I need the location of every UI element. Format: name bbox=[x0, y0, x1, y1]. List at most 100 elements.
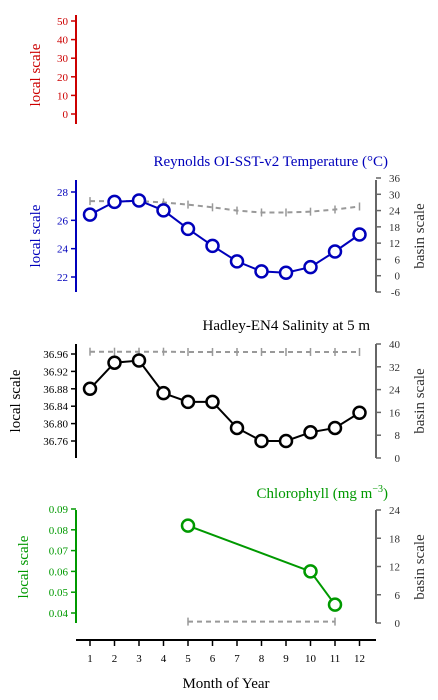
x-axis: 1 2 3 4 5 6 7 8 9 10 11 12 Month of Year bbox=[76, 639, 376, 692]
panel-temperature-right-ytick-label: 36 bbox=[389, 173, 401, 185]
panel-salinity-right-ytick-label: 0 bbox=[395, 453, 401, 465]
panel-salinity-data-point bbox=[352, 405, 367, 420]
x-tick-label: 1 bbox=[87, 653, 93, 665]
panel-empty: 50 40 30 20 10 0 local scale bbox=[28, 15, 77, 124]
panel-salinity-data-point bbox=[229, 420, 245, 436]
panel-salinity-ytick-label: 36.96 bbox=[43, 349, 68, 361]
panel-empty-ytick-label: 0 bbox=[63, 109, 69, 121]
panel-salinity-data-point bbox=[205, 394, 220, 410]
panel-temperature-data-point bbox=[131, 193, 147, 208]
panel-chlorophyll-data-point bbox=[303, 564, 318, 579]
panel-chlorophyll-right-ytick-label: 18 bbox=[389, 533, 401, 545]
panel-chlorophyll: Chlorophyll (mg m−3) 0.09 0.08 0.07 0.06 0.0… bbox=[16, 484, 428, 630]
panel-salinity: Hadley-EN4 Salinity at 5 m 36.96 36.92 36.… bbox=[8, 318, 428, 465]
panel-temperature-ytick-label: 24 bbox=[57, 244, 69, 256]
panel-salinity-right-ytick-label: 16 bbox=[389, 407, 401, 419]
panel-salinity-data-point bbox=[180, 394, 196, 410]
panel-chlorophyll-ytick-label: 0.04 bbox=[49, 608, 69, 620]
panel-chlorophyll-ytick-label: 0.06 bbox=[49, 566, 69, 578]
panel-empty-ytick-label: 30 bbox=[57, 53, 69, 65]
panel-chlorophyll-right-ytick-label: 12 bbox=[389, 562, 400, 574]
panel-salinity-local-series-line bbox=[89, 359, 361, 442]
panel-temperature-right-ytick-label: 24 bbox=[389, 206, 401, 218]
panel-temperature-right-ytick-label: 12 bbox=[389, 238, 400, 250]
panel-chlorophyll-ytick-label: 0.08 bbox=[49, 525, 69, 537]
panel-empty-ytick-label: 20 bbox=[57, 72, 69, 84]
x-tick-label: 3 bbox=[136, 653, 142, 665]
panel-salinity-data-point bbox=[254, 433, 269, 449]
panel-salinity-data-point bbox=[327, 420, 343, 436]
panel-temperature-data-point bbox=[82, 207, 98, 222]
panel-salinity-title: Hadley-EN4 Salinity at 5 m bbox=[203, 318, 371, 334]
x-tick-label: 5 bbox=[185, 653, 191, 665]
panel-chlorophyll-title: Chlorophyll (mg m−3) bbox=[257, 484, 388, 502]
panel-temperature-data-point bbox=[229, 254, 245, 269]
panel-chlorophyll-ytick-label: 0.09 bbox=[49, 504, 69, 516]
panel-salinity-ytick-label: 36.84 bbox=[43, 401, 68, 413]
panel-temperature-ytick-label: 26 bbox=[57, 215, 69, 227]
panel-temperature-data-point bbox=[303, 259, 318, 275]
panel-empty-ylabel: local scale bbox=[28, 43, 44, 106]
panel-chlorophyll-ylabel: local scale bbox=[16, 535, 32, 598]
panel-temperature-right-ytick-label: -6 bbox=[391, 287, 401, 299]
panel-temperature-right-ytick-label: 0 bbox=[395, 271, 401, 283]
x-tick-label: 9 bbox=[283, 653, 289, 665]
panel-chlorophyll-title-main: Chlorophyll (mg m bbox=[257, 486, 373, 502]
panel-salinity-ytick-label: 36.76 bbox=[43, 436, 68, 448]
panel-chlorophyll-right-ytick-label: 24 bbox=[389, 505, 401, 517]
panel-temperature-data-point bbox=[156, 203, 171, 218]
panel-temperature-data-point bbox=[180, 221, 196, 237]
panel-empty-ytick-label: 50 bbox=[57, 16, 69, 28]
panel-salinity-data-point bbox=[156, 385, 171, 401]
panel-temperature-data-point bbox=[205, 238, 220, 254]
x-axis-label: Month of Year bbox=[182, 676, 269, 692]
x-tick-label: 11 bbox=[330, 653, 341, 665]
panel-chlorophyll-data-point bbox=[327, 597, 343, 612]
panel-temperature-title: Reynolds OI-SST-v2 Temperature (°C) bbox=[154, 154, 389, 170]
panel-temperature-data-point bbox=[327, 244, 343, 259]
x-tick-label: 6 bbox=[210, 653, 216, 665]
panel-salinity-data-point bbox=[278, 433, 294, 449]
panel-salinity-right-ytick-label: 24 bbox=[389, 385, 401, 397]
panel-temperature-basin-series-line bbox=[90, 200, 360, 214]
panel-salinity-ytick-label: 36.92 bbox=[43, 366, 68, 378]
x-tick-label: 4 bbox=[161, 653, 167, 665]
panel-temperature-ylabel: local scale bbox=[28, 204, 44, 267]
panel-salinity-data-point bbox=[107, 355, 122, 370]
panel-temperature-ylabel-right: basin scale bbox=[412, 203, 428, 269]
panel-chlorophyll-ytick-label: 0.07 bbox=[49, 546, 69, 558]
panel-salinity-right-ytick-label: 8 bbox=[395, 430, 401, 442]
panel-salinity-ylabel: local scale bbox=[8, 369, 24, 432]
panel-salinity-right-ytick-label: 32 bbox=[389, 362, 400, 374]
panel-temperature-data-point bbox=[107, 194, 122, 210]
panel-chlorophyll-title-end: ) bbox=[383, 486, 388, 502]
panel-temperature-ytick-label: 28 bbox=[57, 187, 69, 199]
panel-chlorophyll-right-ytick-label: 0 bbox=[395, 618, 401, 630]
x-tick-label: 8 bbox=[259, 653, 265, 665]
panel-salinity-ytick-label: 36.88 bbox=[43, 384, 68, 396]
x-tick-label: 2 bbox=[112, 653, 118, 665]
x-tick-label: 7 bbox=[234, 653, 240, 665]
panel-temperature-data-point bbox=[278, 265, 294, 280]
panel-temperature-right-ytick-label: 18 bbox=[389, 222, 401, 234]
panel-chlorophyll-ylabel-right: basin scale bbox=[412, 534, 428, 600]
x-tick-label: 12 bbox=[354, 653, 365, 665]
panel-chlorophyll-right-ytick-label: 6 bbox=[395, 590, 401, 602]
panel-chlorophyll-ytick-label: 0.05 bbox=[49, 587, 69, 599]
panel-salinity-data-point bbox=[82, 381, 98, 397]
panel-temperature-ytick-label: 22 bbox=[57, 272, 68, 284]
panel-temperature-data-point bbox=[254, 264, 269, 279]
panel-salinity-data-point bbox=[303, 425, 318, 440]
panel-salinity-ylabel-right: basin scale bbox=[412, 368, 428, 434]
panel-empty-ytick-label: 40 bbox=[57, 35, 69, 47]
panel-chlorophyll-data-point bbox=[180, 518, 196, 533]
panel-chlorophyll-title-sup: −3 bbox=[372, 484, 383, 495]
panel-salinity-ytick-label: 36.80 bbox=[43, 419, 68, 431]
panel-temperature-right-ytick-label: 6 bbox=[395, 254, 401, 266]
x-tick-label: 10 bbox=[305, 653, 317, 665]
panel-temperature: Reynolds OI-SST-v2 Temperature (°C) 28 26… bbox=[28, 154, 428, 299]
panel-temperature-right-ytick-label: 30 bbox=[389, 189, 401, 201]
panel-empty-ytick-label: 10 bbox=[57, 90, 69, 102]
panel-temperature-data-point bbox=[352, 227, 367, 242]
